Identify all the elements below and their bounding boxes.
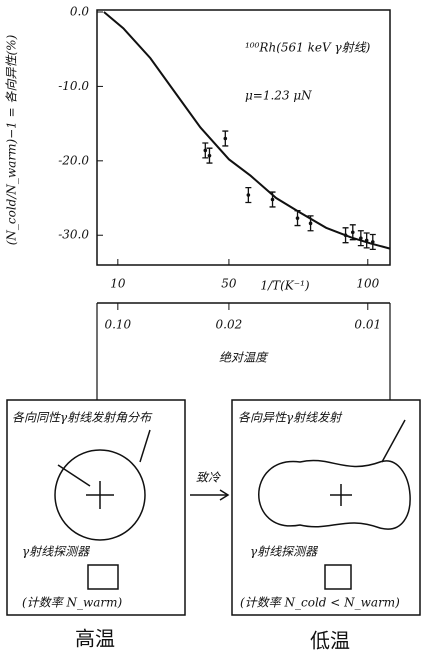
data-point [308, 221, 313, 226]
data-point [364, 238, 369, 243]
annotation: ¹⁰⁰Rh(561 keV γ射线) [245, 41, 371, 55]
x-tick-label: 100 [356, 277, 379, 291]
count-label: (计数率 N_warm) [22, 596, 123, 610]
connectors [96, 303, 391, 400]
data-point [223, 136, 228, 141]
y-tick-label: -30.0 [58, 228, 89, 242]
annotation: μ=1.23 μN [245, 89, 312, 103]
y-tick-label: 0.0 [70, 5, 89, 19]
count-label: (计数率 N_cold < N_warm) [240, 596, 400, 610]
x-tick-label: 50 [221, 277, 237, 291]
data-point [359, 236, 363, 241]
panel-title: 各向同性γ射线发射角分布 [12, 411, 153, 425]
data-point [203, 148, 208, 153]
data-point [270, 197, 275, 202]
x2-tick-label: 0.01 [354, 318, 381, 332]
caption: 低温 [310, 629, 350, 653]
data-point [350, 230, 355, 235]
x2-tick-label: 0.02 [216, 318, 243, 332]
data-point [370, 240, 375, 244]
data-point [295, 216, 300, 220]
data-point [246, 193, 251, 197]
detector-label: γ射线探测器 [250, 545, 318, 559]
cool-arrow [190, 489, 230, 501]
left-panel [6, 399, 186, 616]
panel-title: 各向异性γ射线发射 [238, 411, 343, 425]
arrow-label: 致冷 [196, 471, 221, 485]
x2-label: 绝对温度 [219, 351, 269, 365]
fit-curve [103, 11, 391, 250]
y-tick-label: -10.0 [58, 79, 89, 93]
right-panel [231, 399, 421, 616]
plot-frame [96, 9, 391, 266]
data-point [207, 153, 212, 158]
detector-label: γ射线探测器 [22, 545, 90, 559]
caption: 高温 [75, 627, 115, 651]
y-tick-label: -20.0 [58, 153, 89, 167]
data-point [343, 233, 348, 238]
x-label: 1/T(K⁻¹) [260, 279, 309, 293]
x-tick-label: 10 [110, 277, 126, 291]
x2-tick-label: 0.10 [104, 318, 131, 332]
y-label: (N_cold/N_warm)−1 = 各向异性(%) [5, 34, 19, 245]
